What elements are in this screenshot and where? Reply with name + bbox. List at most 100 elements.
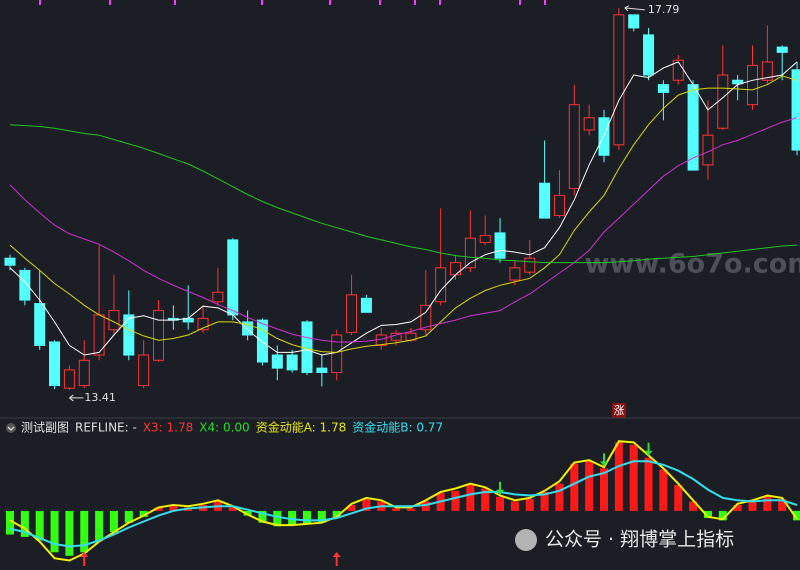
max-pointer bbox=[624, 5, 645, 12]
indicator-bar bbox=[421, 501, 430, 511]
indicator-bar bbox=[585, 461, 594, 511]
indicator-bar bbox=[540, 492, 549, 511]
indicator-bar bbox=[555, 483, 564, 511]
moving-average bbox=[9, 75, 798, 353]
candle-body bbox=[657, 84, 669, 93]
candle-body bbox=[78, 359, 90, 387]
candle-body bbox=[494, 232, 506, 259]
indicator-bar bbox=[332, 510, 341, 517]
candle-body bbox=[435, 267, 447, 303]
candle-body bbox=[732, 79, 744, 85]
candle-body bbox=[4, 257, 16, 266]
indicator-bar bbox=[35, 510, 44, 541]
wechat-icon bbox=[515, 529, 537, 551]
indicator-line bbox=[9, 440, 798, 562]
top-markers bbox=[39, 0, 546, 5]
indicator-bar bbox=[362, 499, 371, 511]
moving-average bbox=[9, 61, 798, 356]
down-signal bbox=[600, 453, 608, 467]
candle-body bbox=[19, 269, 31, 301]
indicator-bar bbox=[525, 499, 534, 511]
candle-body bbox=[643, 34, 655, 76]
indicator-bar bbox=[303, 510, 311, 524]
indicator-bar bbox=[644, 457, 653, 511]
indicator-bar bbox=[6, 510, 14, 535]
candle-body bbox=[450, 262, 461, 276]
candle-body bbox=[212, 291, 224, 303]
candle-body bbox=[256, 319, 268, 363]
indicator-bar bbox=[288, 510, 297, 526]
indicator-line bbox=[9, 460, 798, 548]
candle-body bbox=[717, 74, 729, 129]
min-pointer bbox=[69, 394, 84, 402]
indicator-bar bbox=[273, 510, 282, 527]
candle-body bbox=[286, 354, 298, 371]
indicator-bar bbox=[451, 490, 460, 511]
candle-body bbox=[598, 117, 610, 156]
indicator-bar bbox=[659, 469, 668, 511]
up-signal bbox=[80, 552, 89, 566]
indicator-bar bbox=[629, 444, 638, 511]
indicator-bar bbox=[614, 442, 623, 511]
indicator-bar bbox=[703, 510, 712, 518]
indicator-bar bbox=[733, 505, 742, 511]
candle-body bbox=[464, 237, 476, 269]
badge: 涨 bbox=[614, 404, 625, 417]
indicator-bar bbox=[65, 510, 74, 556]
indicator-bar bbox=[154, 507, 163, 511]
candle-body bbox=[242, 321, 254, 336]
candle-body bbox=[628, 14, 640, 29]
min-label: 13.41 bbox=[84, 391, 116, 404]
indicator-bar bbox=[718, 510, 727, 521]
candle-body bbox=[49, 341, 61, 387]
candle-body bbox=[123, 314, 135, 356]
indicator-bar bbox=[466, 484, 475, 511]
collapse-icon[interactable] bbox=[6, 423, 16, 433]
legend-entry: 资金动能A: 1.78 bbox=[256, 420, 347, 435]
moving-average bbox=[9, 117, 798, 343]
indicator-bar bbox=[570, 463, 579, 511]
candle-body bbox=[346, 294, 358, 333]
collapse-chevron bbox=[7, 426, 15, 431]
down-signal bbox=[644, 442, 653, 456]
candle-body bbox=[34, 303, 46, 346]
indicator-bar bbox=[50, 510, 59, 553]
indicator-bar bbox=[124, 510, 133, 523]
candle-body bbox=[687, 84, 699, 171]
candle-body bbox=[761, 61, 773, 81]
candle-body bbox=[153, 310, 164, 361]
indicator-bar bbox=[748, 501, 757, 511]
indicator-bar bbox=[258, 510, 267, 523]
indicator-bar bbox=[510, 501, 519, 511]
candle-body bbox=[776, 46, 788, 53]
indicator-bar bbox=[763, 496, 772, 511]
indicator-bar bbox=[778, 499, 787, 511]
indicator-title: 测试副图 bbox=[21, 420, 69, 435]
indicator-bar bbox=[243, 510, 252, 516]
moving-average bbox=[9, 124, 798, 264]
indicator-bar bbox=[20, 510, 29, 537]
indicator-bar bbox=[347, 505, 356, 511]
candle-body bbox=[583, 117, 595, 131]
candle-body bbox=[271, 354, 283, 369]
badge-box bbox=[612, 403, 626, 418]
indicator-bar bbox=[481, 488, 490, 511]
indicator-bar bbox=[169, 506, 178, 511]
indicator-bar bbox=[674, 484, 683, 511]
candle-body bbox=[227, 239, 239, 316]
legend-entry: X4: 0.00 bbox=[199, 421, 249, 435]
candle-body bbox=[479, 235, 491, 244]
candle-body bbox=[331, 334, 343, 373]
candle-body bbox=[509, 267, 521, 281]
indicator-bar bbox=[406, 508, 415, 511]
candle-body bbox=[301, 321, 313, 373]
candle-body bbox=[553, 194, 565, 216]
candle-body bbox=[316, 367, 328, 373]
footer: 公众号 · 翔博掌上指标 bbox=[545, 529, 734, 551]
legend-entry: REFLINE: - bbox=[75, 421, 137, 435]
down-signal bbox=[496, 481, 505, 495]
legend-entry: 资金动能B: 0.77 bbox=[352, 420, 443, 435]
indicator-bar bbox=[689, 501, 698, 511]
